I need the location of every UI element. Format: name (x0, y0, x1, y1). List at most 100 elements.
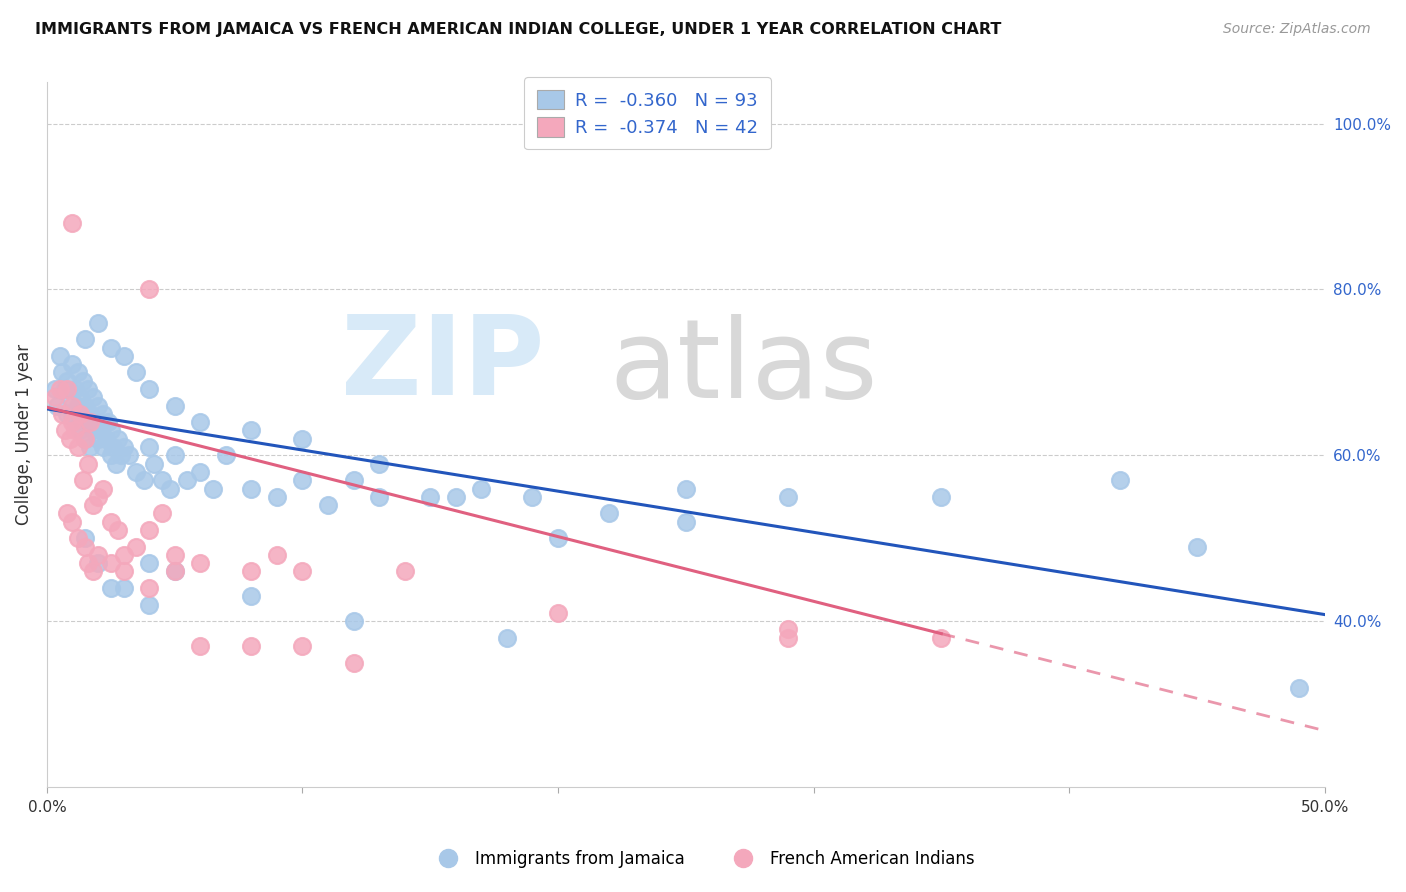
Point (100, 581, 122, 595)
Point (75, 399, 97, 413)
Point (125, 540, 148, 554)
Point (48, 349, 70, 363)
Point (444, 490, 467, 504)
Point (776, 623, 799, 637)
Point (291, 432, 314, 446)
Point (138, 598, 160, 612)
Point (56, 374, 79, 388)
Point (776, 631, 799, 645)
Point (90, 424, 112, 438)
Point (931, 490, 953, 504)
Point (266, 548, 288, 562)
Point (188, 639, 211, 653)
Point (44, 390, 66, 404)
Point (138, 523, 160, 537)
Point (107, 523, 129, 537)
Point (62, 357, 84, 371)
Point (72, 407, 94, 421)
Point (82, 498, 104, 512)
Point (240, 482, 263, 496)
Point (76, 415, 98, 429)
Point (1185, 540, 1208, 554)
Point (79, 440, 101, 454)
Point (138, 283, 160, 297)
Point (215, 448, 238, 462)
Point (79, 415, 101, 429)
Point (138, 440, 160, 454)
Point (53, 382, 76, 396)
Point (76, 457, 98, 471)
Point (316, 498, 339, 512)
Point (342, 473, 364, 487)
Point (342, 656, 364, 670)
Legend: Immigrants from Jamaica, French American Indians: Immigrants from Jamaica, French American… (425, 844, 981, 875)
Point (59, 390, 82, 404)
Point (87, 399, 110, 413)
Point (394, 565, 416, 579)
Point (87, 432, 110, 446)
Point (240, 424, 263, 438)
Point (56, 382, 79, 396)
Point (163, 565, 186, 579)
Point (62, 415, 84, 429)
Point (82, 390, 104, 404)
Text: atlas: atlas (609, 314, 877, 421)
Point (56, 507, 79, 521)
Point (44, 382, 66, 396)
Point (132, 473, 155, 487)
Point (291, 639, 314, 653)
Point (69, 407, 91, 421)
Point (100, 424, 122, 438)
Point (163, 448, 186, 462)
Point (91, 407, 114, 421)
Text: ZIP: ZIP (340, 310, 544, 417)
Point (598, 507, 620, 521)
Point (138, 382, 160, 396)
Point (91, 440, 114, 454)
Point (87, 548, 110, 562)
Point (470, 482, 492, 496)
Point (104, 457, 127, 471)
Point (163, 399, 186, 413)
Point (76, 556, 98, 570)
Point (368, 490, 391, 504)
Point (201, 482, 224, 496)
Point (62, 216, 84, 230)
Point (66, 399, 89, 413)
Point (91, 482, 114, 496)
Point (240, 590, 263, 604)
Point (547, 606, 569, 620)
Point (342, 614, 364, 628)
Point (112, 548, 135, 562)
Point (125, 365, 148, 379)
Point (75, 432, 97, 446)
Point (87, 316, 110, 330)
Legend: R =  -0.360   N = 93, R =  -0.374   N = 42: R = -0.360 N = 93, R = -0.374 N = 42 (524, 77, 770, 149)
Point (150, 507, 173, 521)
Point (291, 473, 314, 487)
Point (72, 473, 94, 487)
Point (100, 515, 122, 529)
Point (75, 531, 97, 545)
Point (100, 448, 122, 462)
Point (188, 556, 211, 570)
Point (69, 424, 91, 438)
Point (103, 440, 125, 454)
Point (97, 415, 120, 429)
Point (63, 415, 86, 429)
Point (150, 473, 173, 487)
Point (87, 490, 110, 504)
Point (63, 382, 86, 396)
Point (163, 548, 186, 562)
Point (59, 432, 82, 446)
Text: IMMIGRANTS FROM JAMAICA VS FRENCH AMERICAN INDIAN COLLEGE, UNDER 1 YEAR CORRELAT: IMMIGRANTS FROM JAMAICA VS FRENCH AMERIC… (35, 22, 1001, 37)
Point (125, 465, 148, 479)
Point (69, 390, 91, 404)
Point (66, 365, 89, 379)
Point (675, 482, 697, 496)
Point (188, 415, 211, 429)
Point (112, 565, 135, 579)
Point (118, 448, 141, 462)
Point (159, 482, 181, 496)
Point (931, 631, 953, 645)
